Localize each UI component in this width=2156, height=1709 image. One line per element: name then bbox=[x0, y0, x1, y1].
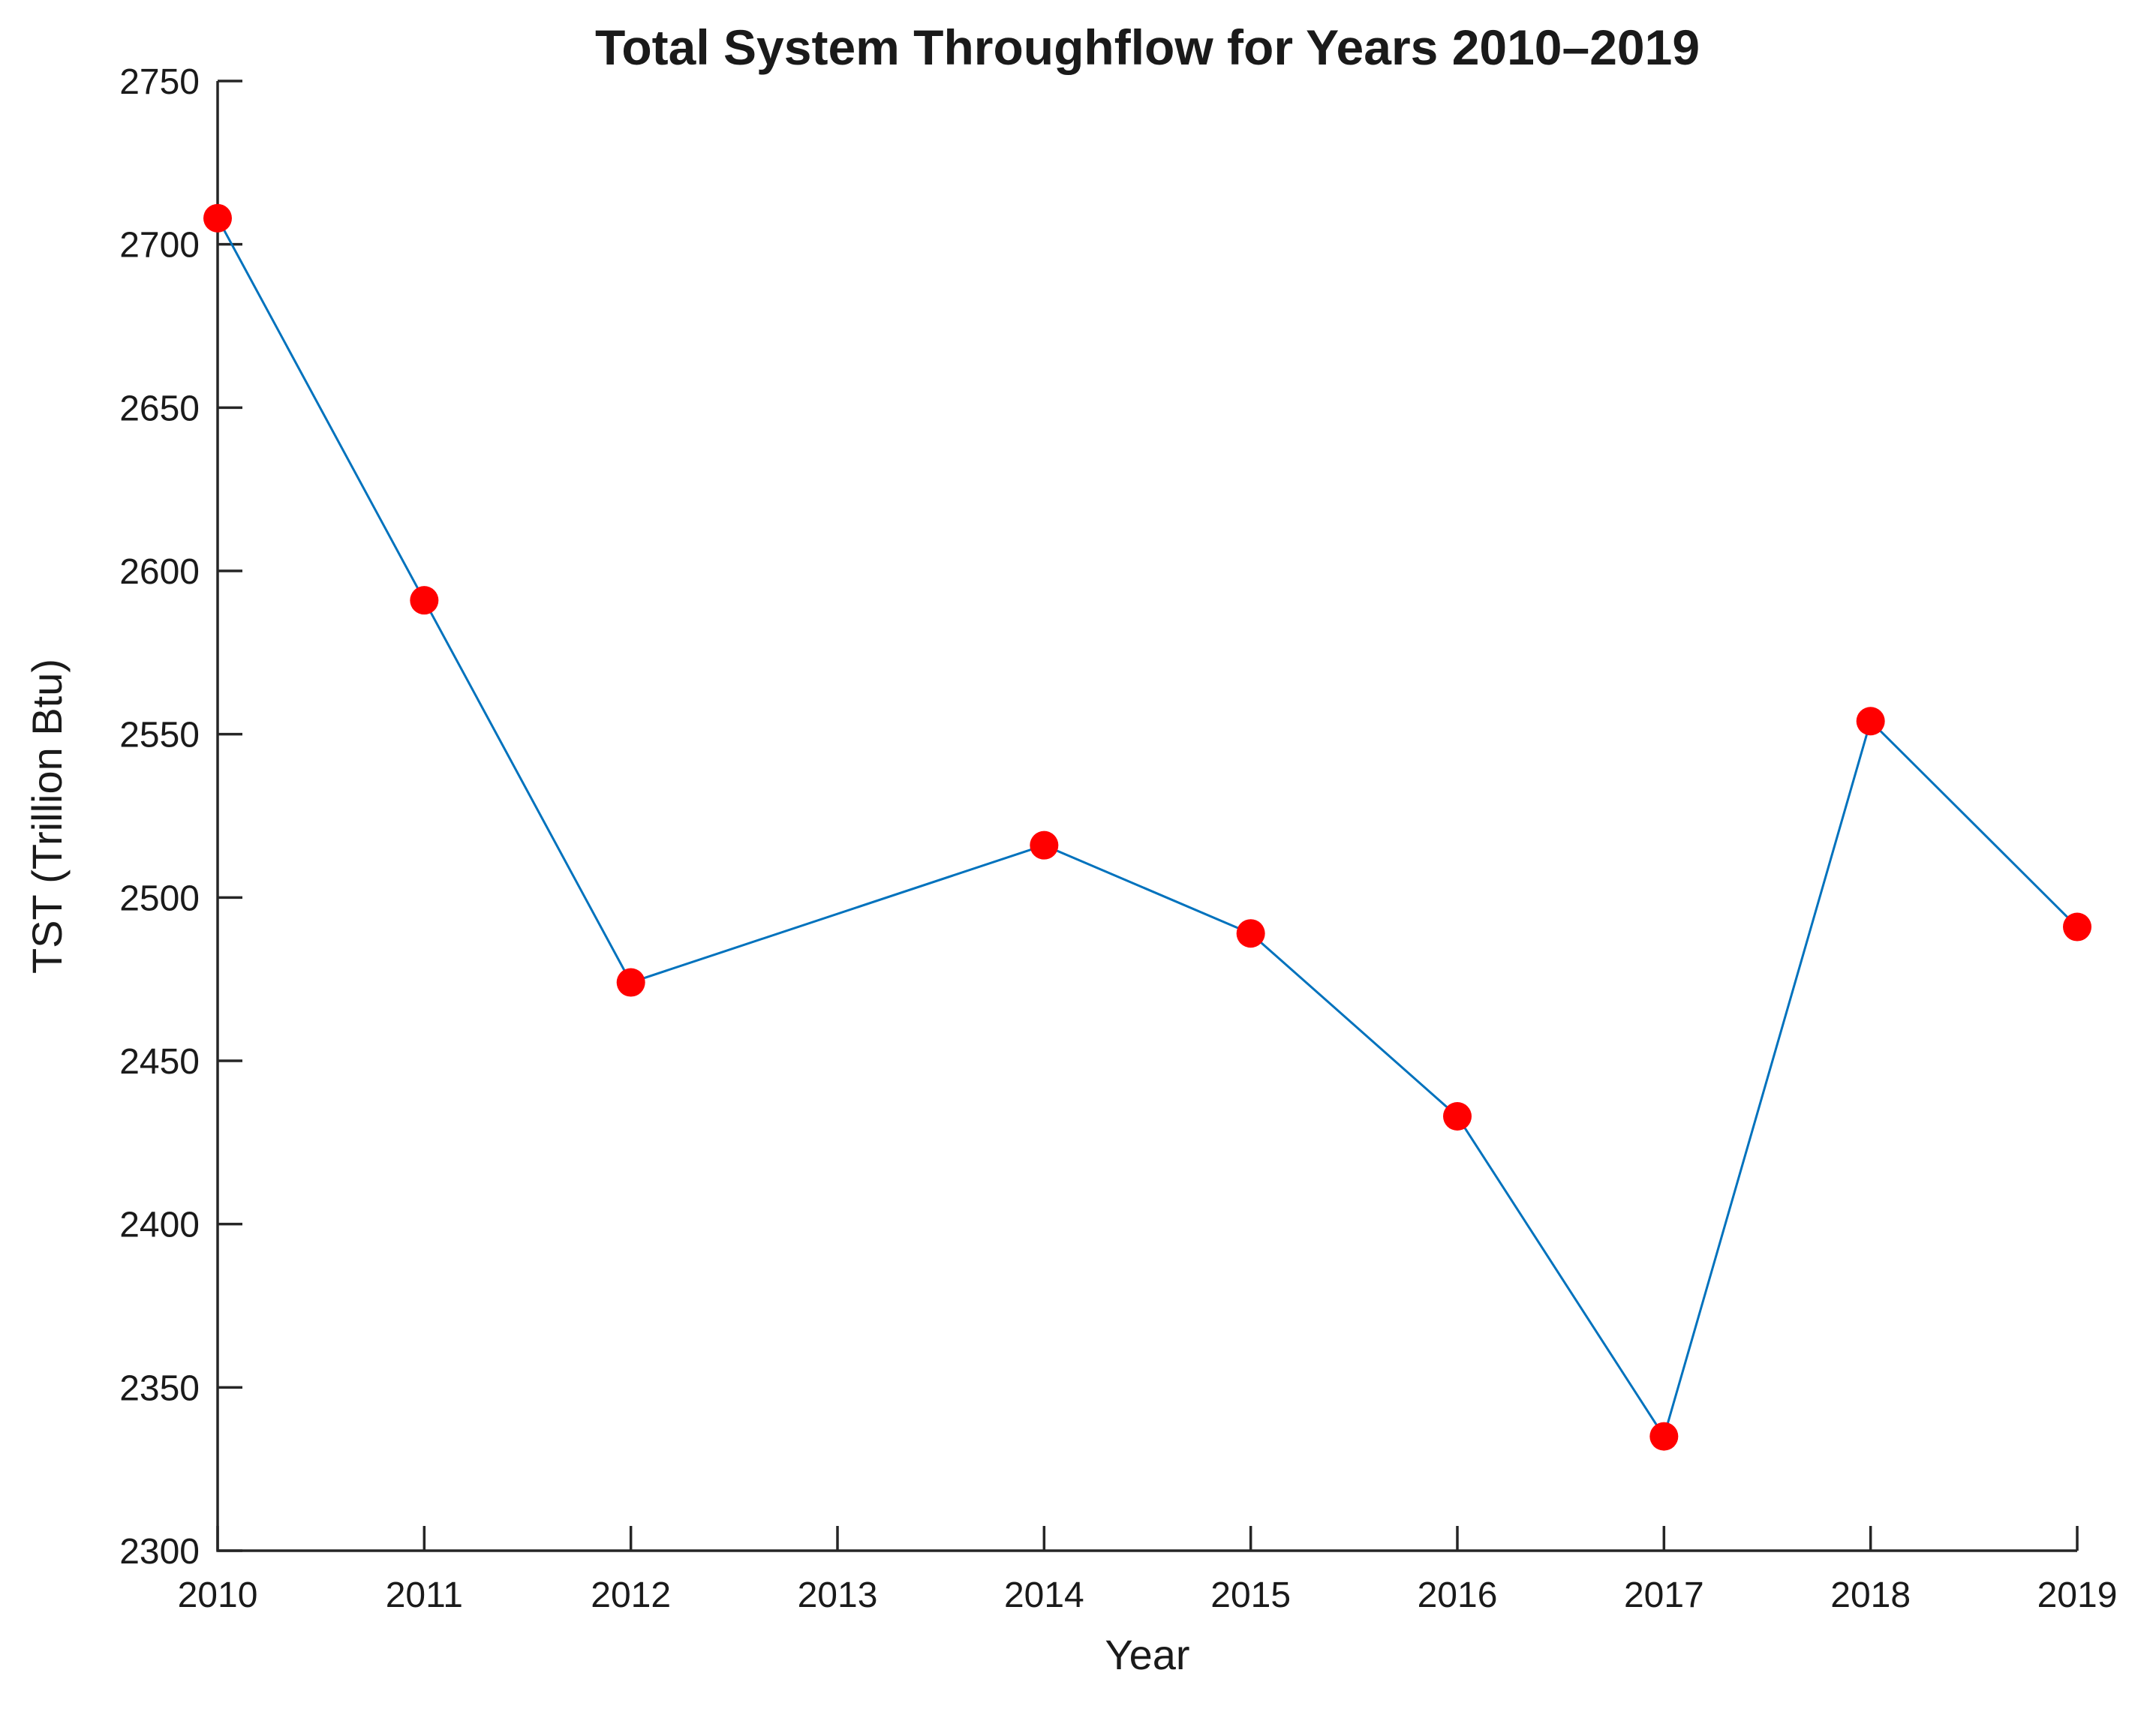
x-tick-label: 2011 bbox=[386, 1575, 463, 1615]
data-point-marker-2012 bbox=[616, 968, 645, 997]
y-tick-label: 2600 bbox=[119, 552, 200, 592]
y-tick-label: 2700 bbox=[119, 226, 200, 266]
x-tick-label: 2010 bbox=[178, 1575, 258, 1615]
data-point-marker-2018 bbox=[1856, 707, 1885, 736]
data-point-marker-2016 bbox=[1443, 1102, 1472, 1131]
axis-spines bbox=[216, 81, 2077, 1552]
y-tick-label: 2350 bbox=[119, 1368, 200, 1408]
y-axis-label: TST (Trillion Btu) bbox=[23, 659, 71, 974]
x-tick-label: 2012 bbox=[591, 1575, 671, 1615]
x-tick-label: 2018 bbox=[1830, 1575, 1911, 1615]
x-axis-label: Year bbox=[1105, 1631, 1189, 1678]
x-tick-label: 2019 bbox=[2037, 1575, 2118, 1615]
y-tick-label: 2450 bbox=[119, 1042, 200, 1082]
y-tick-label: 2650 bbox=[119, 389, 200, 428]
x-tick-label: 2017 bbox=[1624, 1575, 1704, 1615]
y-tick-label: 2550 bbox=[119, 716, 200, 755]
series-line bbox=[216, 217, 2079, 1438]
x-tick-label: 2015 bbox=[1210, 1575, 1291, 1615]
x-tick-label: 2016 bbox=[1418, 1575, 1498, 1615]
y-tick-label: 2300 bbox=[119, 1532, 200, 1572]
y-tick-label: 2750 bbox=[119, 62, 200, 102]
data-point-marker-2015 bbox=[1236, 919, 1265, 948]
data-point-marker-2019 bbox=[2063, 912, 2091, 942]
data-point-marker-2010 bbox=[203, 203, 232, 233]
data-series bbox=[203, 203, 2091, 1451]
data-point-marker-2011 bbox=[410, 586, 439, 615]
x-tick-label: 2014 bbox=[1004, 1575, 1084, 1615]
chart-title: Total System Throughflow for Years 2010–… bbox=[595, 20, 1700, 75]
y-tick-label: 2400 bbox=[119, 1206, 200, 1245]
y-tick-label: 2500 bbox=[119, 879, 200, 918]
x-tick-label: 2013 bbox=[798, 1575, 878, 1615]
data-point-marker-2017 bbox=[1649, 1422, 1679, 1451]
axes-frame: 2300 2350 2400 2450 2500 2550 2600 2650 2700 2750… bbox=[119, 62, 2117, 1615]
data-point-marker-2014 bbox=[1030, 830, 1059, 860]
